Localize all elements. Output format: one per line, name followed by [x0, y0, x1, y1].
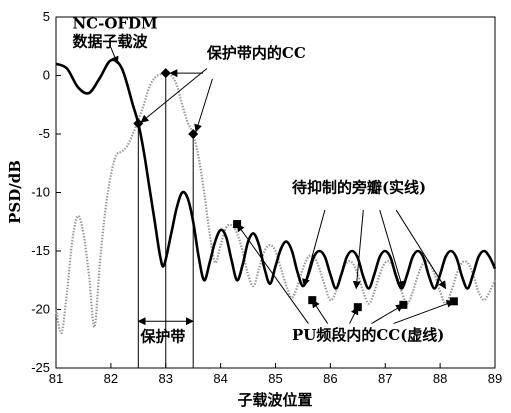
annotation-arrow	[194, 78, 213, 133]
y-tick-label: -15	[31, 243, 50, 258]
annotation-arrow	[311, 299, 329, 324]
x-axis-label: 子载波位置	[237, 391, 312, 409]
x-tick-label: 86	[323, 371, 337, 386]
annotation-arrow	[395, 209, 447, 290]
annotation-text: 数据子载波	[72, 33, 148, 51]
y-tick-label: -20	[31, 302, 50, 317]
annotation-arrow	[236, 223, 309, 324]
series-line-dotted-gray	[54, 72, 496, 335]
x-tick-label: 82	[104, 371, 118, 386]
annotation-arrow	[379, 209, 405, 290]
x-tick-label: 87	[378, 371, 392, 386]
annotation-arrow	[349, 306, 359, 324]
annotation-arrow	[371, 304, 405, 324]
annotation-arrow	[393, 300, 455, 325]
y-tick-label: 0	[43, 68, 50, 83]
x-tick-label: 89	[488, 371, 502, 386]
y-tick-label: -10	[31, 185, 50, 200]
x-tick-label: 84	[213, 371, 227, 386]
annotation-text: PU频段内的CC(虚线)	[292, 326, 444, 344]
annotation-arrow	[302, 209, 326, 287]
diamond-marker	[160, 68, 171, 79]
x-tick-label: 81	[49, 371, 63, 386]
x-tick-label: 88	[433, 371, 447, 386]
annotation-arrow	[140, 68, 208, 123]
series-line-solid-black-thick	[55, 58, 497, 290]
y-tick-label: 5	[43, 9, 50, 24]
annotation-arrow	[352, 210, 364, 290]
guard-band-label: 保护带	[139, 327, 185, 345]
y-tick-label: -5	[38, 126, 50, 141]
x-axis: 81 82 83 84 85 86 87 88 89	[49, 363, 502, 386]
x-tick-label: 85	[268, 371, 282, 386]
y-tick-label: -25	[31, 360, 50, 375]
guard-band: 保护带	[137, 317, 194, 345]
annotation-text: 保护带内的CC	[206, 44, 306, 62]
annotation-text: NC-OFDM	[72, 15, 157, 33]
series-layer	[54, 58, 497, 335]
annotation-arrow	[110, 47, 119, 65]
x-tick-label: 83	[159, 371, 173, 386]
annotation-text: 待抑制的旁瓣(实线)	[292, 179, 426, 197]
y-axis-label: PSD/dB	[6, 160, 24, 224]
y-axis: 5 0 -5 -10 -15 -20 -25	[31, 9, 61, 375]
